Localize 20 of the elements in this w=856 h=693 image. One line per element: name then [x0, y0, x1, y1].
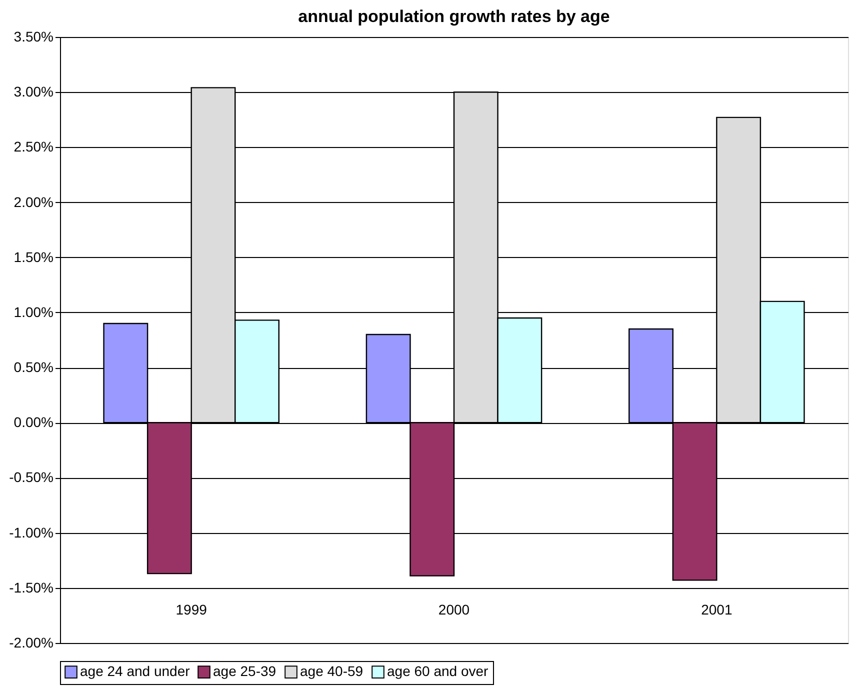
y-tick-label: -1.00%: [9, 524, 54, 540]
x-tick-label: 1999: [176, 602, 208, 618]
x-tick-label: 2000: [438, 602, 470, 618]
y-tick-label: -1.50%: [9, 579, 54, 596]
legend-label: age 25-39: [213, 663, 276, 680]
y-tick-label: 3.00%: [14, 84, 54, 100]
legend-label: age 24 and under: [80, 663, 190, 680]
y-tick-label: 0.00%: [14, 414, 54, 430]
y-tick-label: -2.00%: [9, 634, 54, 650]
legend-label: age 40-59: [300, 663, 364, 680]
x-tick-label: 2001: [701, 602, 732, 618]
legend-label: age 60 and over: [387, 663, 489, 680]
y-tick-label: 2.00%: [14, 194, 54, 210]
y-tick-label: -0.50%: [9, 469, 54, 486]
y-tick-label: 0.50%: [14, 359, 54, 376]
y-tick-label: 1.00%: [14, 304, 54, 320]
y-tick-label: 1.50%: [14, 248, 54, 265]
y-tick-label: 3.50%: [14, 28, 54, 44]
chart-title: annual population growth rates by age: [298, 7, 610, 26]
y-tick-label: 2.50%: [14, 138, 54, 155]
